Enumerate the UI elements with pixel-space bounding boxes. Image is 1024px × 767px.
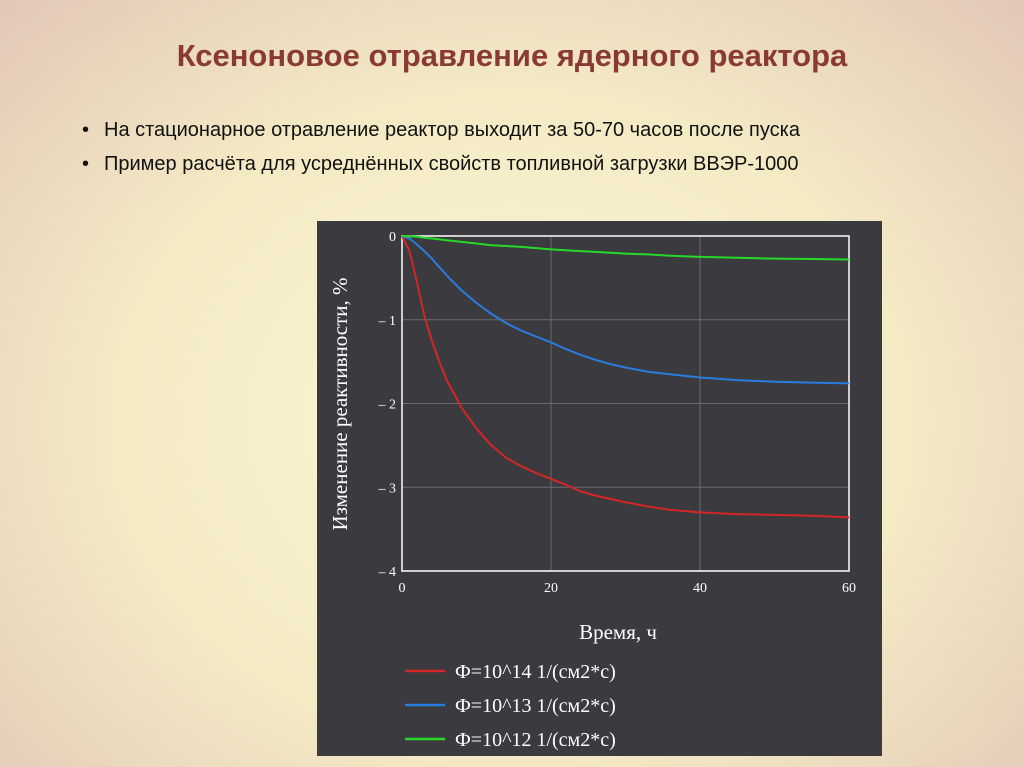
slide-title: Ксеноновое отравление ядерного реактора — [176, 38, 848, 73]
y-axis-label: Изменение реактивности, % — [328, 277, 352, 530]
legend-label: Ф=10^14 1/(см2*с) — [455, 661, 616, 683]
legend-label: Ф=10^12 1/(см2*с) — [455, 729, 616, 751]
xenon-reactivity-chart: 0 – 1 – 2 – 3 – 4 0 20 40 60 Изменение реактивн… — [317, 221, 882, 756]
x-axis-label: Время, ч — [579, 620, 657, 644]
y-tick-labels: 0 – 1 – 2 – 3 – 4 — [378, 230, 397, 580]
plot-frame — [401, 235, 850, 572]
x-tick-label: 40 — [693, 581, 707, 596]
chart-legend: Ф=10^14 1/(см2*с) Ф=10^13 1/(см2*с) Ф=10^1… — [405, 661, 616, 751]
y-tick-label: – 3 — [378, 481, 397, 496]
bullet-item: На стационарное отравление реактор выход… — [78, 115, 884, 145]
series-line — [401, 235, 850, 261]
legend-label: Ф=10^13 1/(см2*с) — [455, 695, 616, 717]
x-tick-labels: 0 20 40 60 — [399, 581, 857, 596]
bullet-list: На стационарное отравление реактор выход… — [78, 115, 884, 183]
x-tick-label: 60 — [842, 581, 856, 596]
x-tick-label: 0 — [399, 581, 406, 596]
x-tick-label: 20 — [544, 581, 558, 596]
bullet-item: Пример расчёта для усреднённых свойств т… — [78, 149, 884, 179]
y-tick-label: – 4 — [378, 565, 397, 580]
chart-background — [317, 221, 882, 756]
series-lines — [401, 235, 850, 519]
series-line — [401, 235, 850, 385]
y-tick-label: 0 — [389, 230, 396, 245]
y-tick-label: – 2 — [378, 398, 397, 413]
y-tick-label: – 1 — [378, 314, 397, 329]
series-line — [401, 235, 850, 519]
